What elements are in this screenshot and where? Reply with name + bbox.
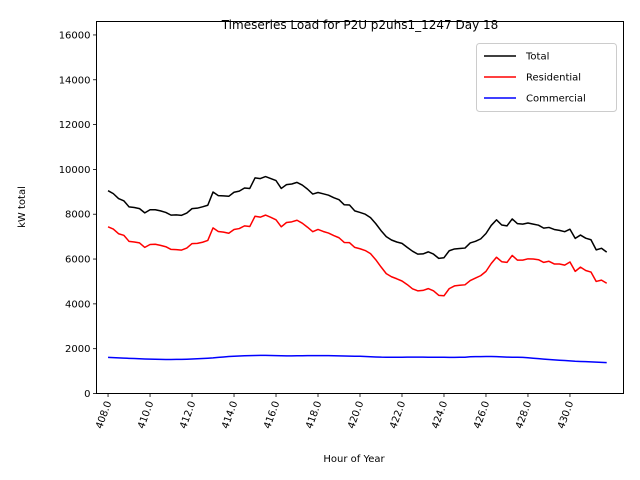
series-line-residential [107,214,608,297]
x-tick-label: 420.0 [346,400,366,431]
y-tick-label: 16000 [59,30,91,41]
plot-frame [96,21,624,394]
x-tick-label: 422.0 [388,400,408,431]
y-tick-label: 6000 [65,255,90,266]
y-tick-label: 10000 [59,165,91,176]
x-tick-label: 410.0 [136,400,156,431]
y-tick-label: 12000 [59,120,91,131]
x-tick-label: 408.0 [94,400,114,431]
x-tick-label: 428.0 [514,400,534,431]
y-tick-label: 4000 [65,299,90,310]
x-tick-label: 416.0 [262,400,282,431]
y-axis-label: kW total [17,186,28,228]
x-tick-label: 430.0 [556,400,576,431]
y-tick-label: 2000 [65,344,90,355]
x-tick-label: 414.0 [220,400,240,431]
legend-box [476,43,617,112]
x-tick-label: 418.0 [304,400,324,431]
legend-label-total: Total [525,52,549,63]
legend-label-commercial: Commercial [526,94,586,105]
y-tick-label: 0 [84,389,90,400]
y-tick-label: 8000 [65,210,90,221]
x-tick-label: 424.0 [430,400,450,431]
x-tick-label: 426.0 [472,400,492,431]
series-line-total [107,175,608,260]
legend: Total Residential Commercial [476,43,617,112]
series-line-commercial [108,354,607,364]
chart-title: Timeseries Load for P2U p2uhs1_1247 Day … [221,18,499,32]
x-tick-label: 412.0 [178,400,198,431]
x-axis-label: Hour of Year [323,454,385,465]
legend-label-residential: Residential [526,73,581,84]
y-tick-label: 14000 [59,75,91,86]
